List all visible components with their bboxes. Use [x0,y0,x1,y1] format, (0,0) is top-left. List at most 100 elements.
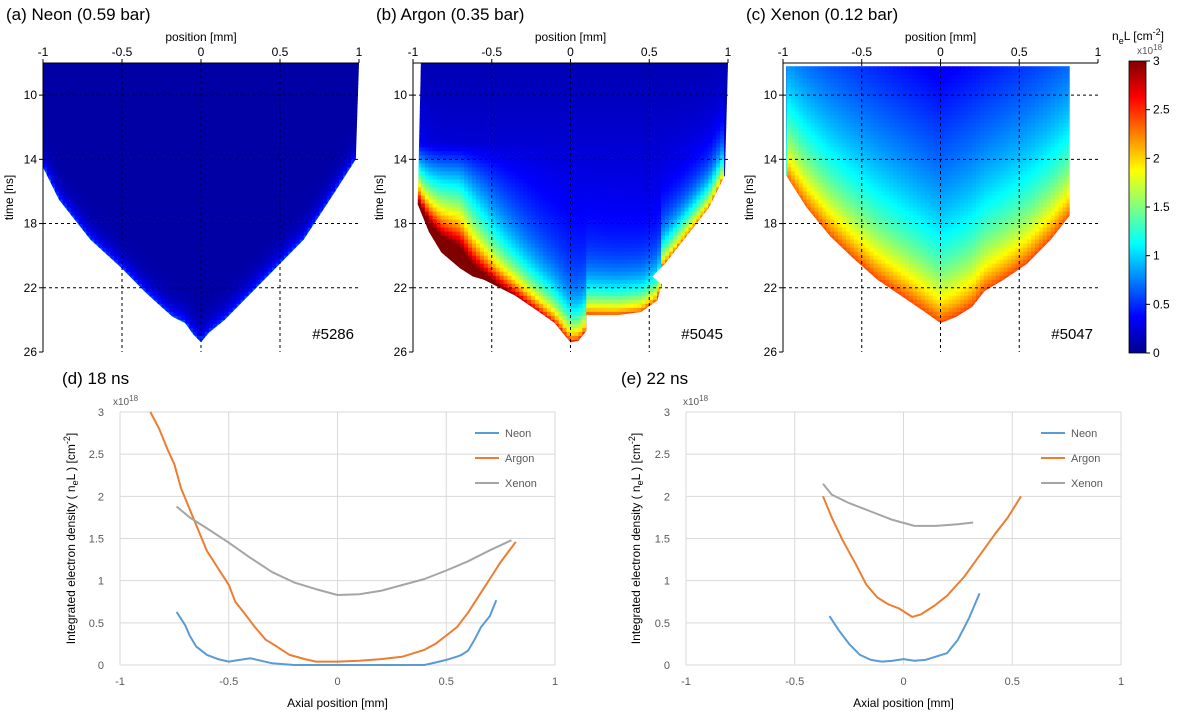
heatmap-cell [260,291,265,297]
heatmap-cell [303,271,309,277]
heatmap-cell [232,243,238,249]
heatmap-cell [204,279,210,285]
heatmap-cell [185,155,190,160]
heatmap-cell [70,127,76,132]
heatmap-cell [252,251,257,257]
heatmap-cell [197,259,202,265]
heatmap-cell [287,255,293,261]
heatmap-cell [244,335,249,341]
heatmap-cell [70,99,76,104]
heatmap-cell [145,319,151,325]
heatmap-cell [260,307,265,313]
heatmap-cell [287,79,293,84]
heatmap-cell [268,143,273,148]
heatmap-cell [276,95,281,100]
heatmap-cell [46,275,52,281]
heatmap-cell [86,227,91,233]
heatmap-cell [212,339,218,343]
heatmap-cell [189,339,194,343]
heatmap-cell [248,95,253,100]
heatmap-cell [169,231,174,237]
heatmap-cell [256,339,261,343]
heatmap-cell [50,155,56,160]
heatmap-cell [264,191,269,197]
heatmap-cell [189,291,194,297]
heatmap-cell [244,307,249,313]
heatmap-cell [157,339,163,343]
heatmap-cell [224,207,230,213]
heatmap-cell [212,227,218,233]
heatmap-cell [268,335,273,341]
heatmap-cell [98,127,103,132]
heatmap-cell [66,279,72,285]
heatmap-cell [303,123,309,128]
heatmap-cell [66,191,72,197]
heatmap-cell [114,135,119,140]
heatmap-cell [94,79,99,84]
heatmap-cell [272,327,277,333]
heatmap-cell [157,295,163,301]
heatmap-cell [224,215,230,221]
heatmap-cell [264,207,269,213]
heatmap-cell [201,63,206,68]
heatmap-cell [58,259,64,265]
heatmap-cell [165,191,170,197]
heatmap-cell [122,235,127,241]
heatmap-cell [153,303,159,309]
heatmap-cell [295,331,301,337]
heatmap-cell [204,283,210,289]
heatmap-cell [311,239,317,245]
heatmap-cell [110,243,115,249]
heatmap-cell [66,299,72,305]
heatmap-cell [224,307,230,313]
heatmap-cell [240,75,246,80]
heatmap-cell [204,127,210,132]
heatmap-cell [181,227,186,233]
heatmap-cell [94,99,99,104]
heatmap-cell [133,91,139,96]
heatmap-cell [216,251,222,257]
heatmap-cell [287,219,293,225]
heatmap-cell [291,135,297,140]
heatmap-cell [204,163,210,168]
heatmap-cell [169,167,174,172]
heatmap-cell [173,303,178,309]
heatmap-cell [129,231,135,237]
heatmap-cell [244,287,249,293]
heatmap-cell [70,175,76,180]
heatmap-cell [133,167,139,172]
heatmap-cell [133,235,139,241]
heatmap-cell [315,163,321,168]
heatmap-cell [283,211,289,217]
heatmap-cell [86,159,91,164]
heatmap-cell [145,207,151,213]
heatmap-cell [50,87,56,92]
heatmap-cell [276,235,281,241]
heatmap-cell [307,275,313,281]
heatmap-cell [82,287,88,293]
heatmap-cell [287,83,293,88]
heatmap-cell [102,159,107,164]
heatmap-cell [204,143,210,148]
heatmap-cell [252,199,257,205]
heatmap-cell [193,139,198,144]
heatmap-cell [287,63,293,68]
heatmap-cell [173,243,178,249]
heatmap-cell [74,331,80,337]
heatmap-cell [291,63,297,68]
heatmap-cell [244,159,249,164]
heatmap-cell [185,231,190,237]
heatmap-cell [236,171,242,176]
heatmap-cell [122,348,127,353]
heatmap-cell [46,99,52,104]
heatmap-cell [291,279,297,285]
heatmap-cell [212,179,218,185]
heatmap-cell [141,107,147,112]
heatmap-cell [272,67,277,72]
heatmap-cell [58,143,64,148]
heatmap-cell [248,227,253,233]
heatmap-cell [189,195,194,201]
heatmap-cell [205,348,210,353]
heatmap-cell [208,247,214,253]
heatmap-cell [236,295,242,301]
